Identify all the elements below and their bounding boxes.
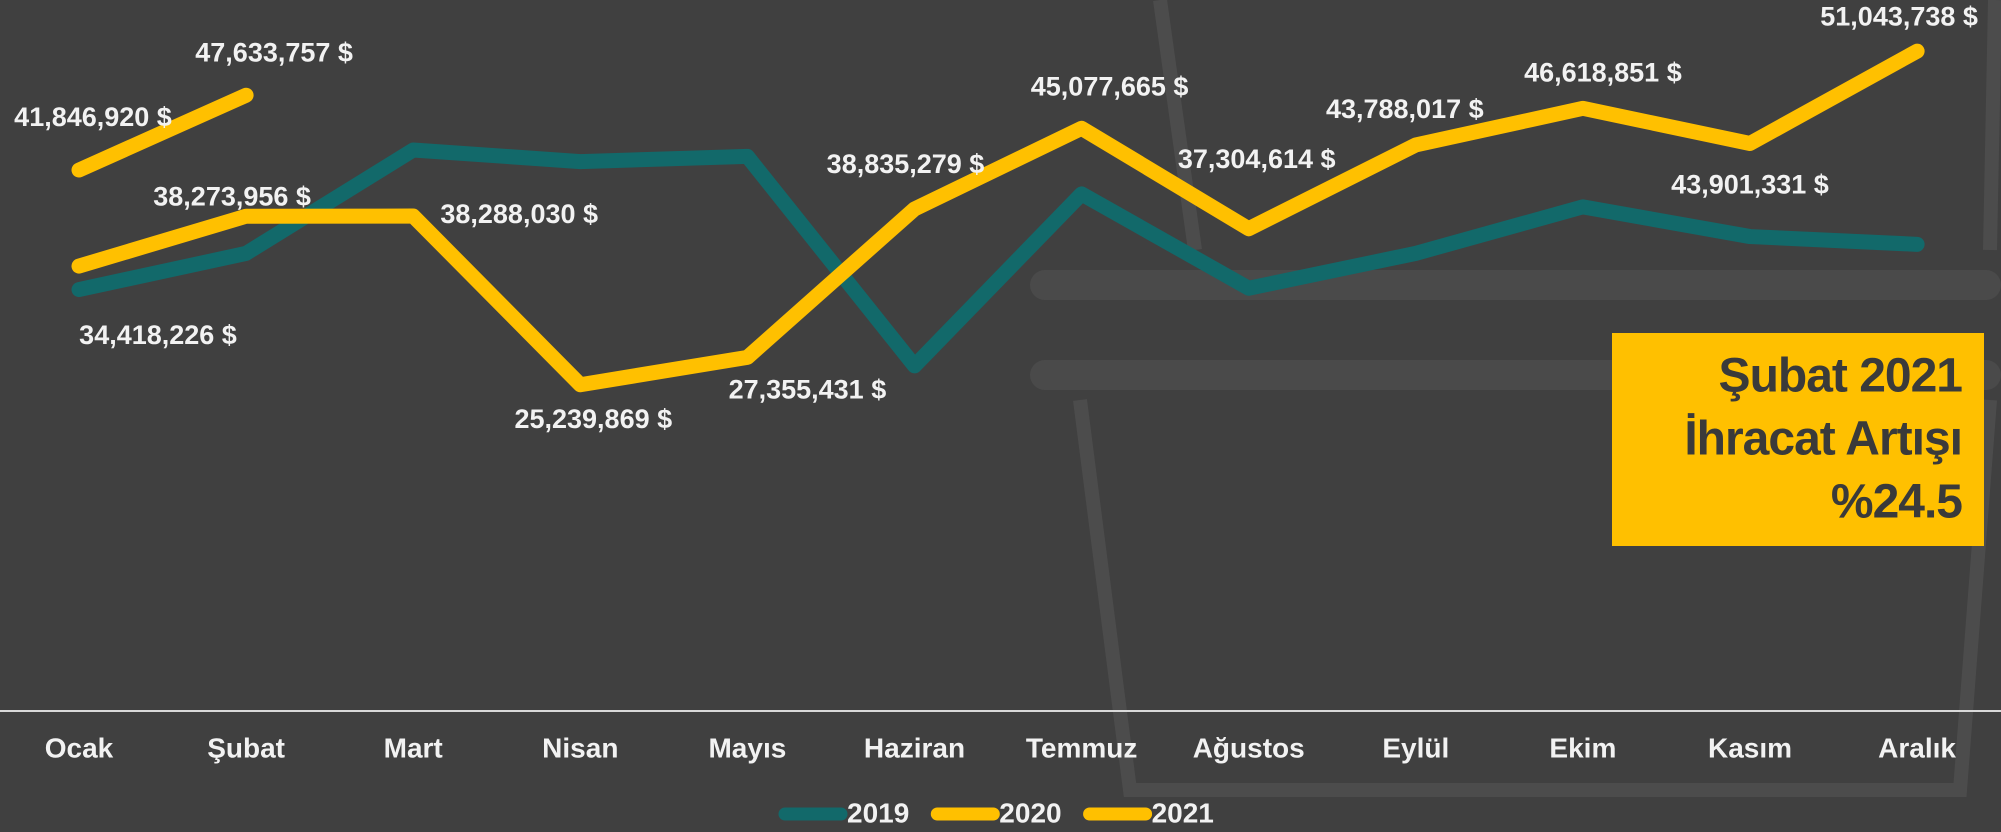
line-series: [71, 87, 254, 178]
x-tick-label: Ekim: [1549, 732, 1616, 763]
data-label: 43,901,331 $: [1671, 170, 1829, 200]
data-label: 45,077,665 $: [1031, 71, 1189, 101]
data-label: 38,835,279 $: [827, 149, 985, 179]
legend-label: 2020: [999, 797, 1061, 828]
x-tick-label: Şubat: [207, 732, 285, 763]
x-tick-label: Haziran: [864, 732, 965, 763]
data-label: 34,418,226 $: [79, 320, 237, 350]
annotation-box: [1612, 333, 1984, 546]
x-tick-label: Temmuz: [1026, 732, 1138, 763]
x-tick-label: Ocak: [45, 732, 114, 763]
data-label: 27,355,431 $: [729, 374, 887, 404]
data-label: 47,633,757 $: [195, 37, 353, 67]
data-label: 25,239,869 $: [514, 404, 672, 434]
line-series: [71, 142, 1925, 374]
legend-label: 2019: [847, 797, 909, 828]
data-label: 43,788,017 $: [1326, 94, 1484, 124]
data-label: 41,846,920 $: [14, 102, 172, 132]
legend-label: 2021: [1152, 797, 1214, 828]
x-tick-label: Eylül: [1382, 732, 1449, 763]
annotation-text: Şubat 2021: [1719, 350, 1963, 403]
data-label: 38,288,030 $: [440, 199, 598, 229]
x-tick-label: Nisan: [542, 732, 618, 763]
x-tick-label: Ağustos: [1193, 732, 1305, 763]
annotation-text: %24.5: [1831, 476, 1962, 529]
x-tick-label: Aralık: [1878, 732, 1956, 763]
data-label: 51,043,738 $: [1820, 1, 1978, 31]
x-tick-label: Mayıs: [708, 732, 786, 763]
data-label: 46,618,851 $: [1524, 57, 1682, 87]
annotation-text: İhracat Artışı: [1684, 413, 1962, 466]
x-tick-label: Mart: [384, 732, 443, 763]
data-label: 38,273,956 $: [153, 181, 311, 211]
data-label: 37,304,614 $: [1178, 144, 1336, 174]
x-tick-label: Kasım: [1708, 732, 1792, 763]
line-series: [71, 43, 1925, 393]
